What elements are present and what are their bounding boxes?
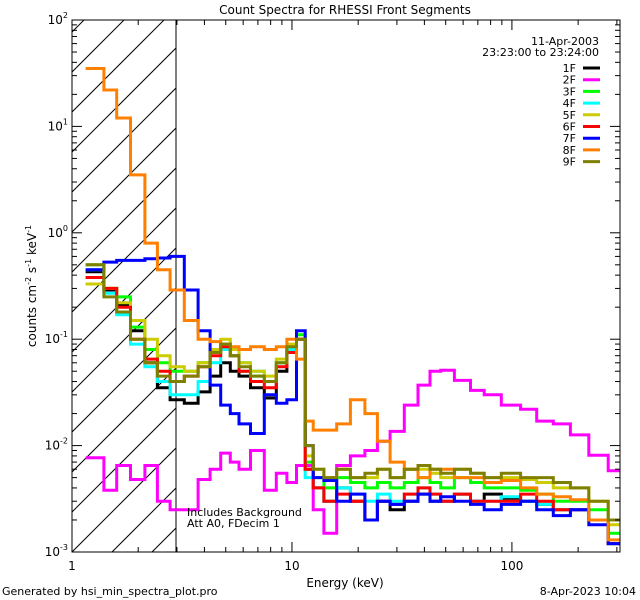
legend-label-5F: 5F <box>563 109 576 122</box>
legend-time-range: 23:23:00 to 23:24:00 <box>482 46 599 59</box>
legend-label-9F: 9F <box>563 156 576 169</box>
hatch-line <box>72 447 176 552</box>
series-line-9F <box>85 263 620 522</box>
legend-label-6F: 6F <box>563 121 576 134</box>
hatch-line <box>72 127 176 233</box>
hatch-line <box>72 20 165 113</box>
y-tick-label: 100 <box>48 224 68 240</box>
y-tick-label: 10-2 <box>45 437 68 453</box>
y-tick-label: 102 <box>48 11 68 27</box>
hatch-line <box>72 247 176 353</box>
hatched-region <box>0 20 176 552</box>
series-line-8F <box>85 67 620 542</box>
y-axis-label: counts cm-2 s-1 keV-1 <box>24 225 39 347</box>
legend-label-2F: 2F <box>563 74 576 87</box>
legend-label-4F: 4F <box>563 97 576 110</box>
x-tick-label: 10 <box>284 559 299 573</box>
series-line-5F <box>85 282 620 527</box>
footer-timestamp: 8-Apr-2023 10:04 <box>540 585 636 598</box>
hatch-line <box>72 20 85 33</box>
series-line-1F <box>85 270 620 546</box>
legend-label-3F: 3F <box>563 85 576 98</box>
annotation-attenuator: Att A0, FDecim 1 <box>187 517 280 530</box>
footer-generated-by: Generated by hsi_min_spectra_plot.pro <box>2 585 218 598</box>
legend-label-8F: 8F <box>563 144 576 157</box>
hatch-line <box>72 367 176 473</box>
series-line-2F <box>85 368 620 535</box>
hatch-line <box>72 87 176 193</box>
y-tick-label: 10-3 <box>45 543 68 559</box>
legend-label-7F: 7F <box>563 132 576 145</box>
hatch-line <box>72 327 176 433</box>
annotation-background: Includes Background <box>187 506 302 519</box>
hatch-line <box>72 407 176 513</box>
hatch-line <box>0 20 4 552</box>
y-tick-label: 10-1 <box>45 330 68 346</box>
x-axis-label: Energy (keV) <box>306 576 383 590</box>
hatch-line <box>72 207 176 313</box>
y-tick-label: 101 <box>48 117 68 133</box>
legend-date: 11-Apr-2003 <box>531 35 599 48</box>
chart-title: Count Spectra for RHESSI Front Segments <box>219 3 471 17</box>
x-tick-label: 1 <box>68 559 76 573</box>
legend-label-1F: 1F <box>563 62 576 75</box>
plot-frame <box>71 19 621 553</box>
x-tick-label: 100 <box>500 559 523 573</box>
